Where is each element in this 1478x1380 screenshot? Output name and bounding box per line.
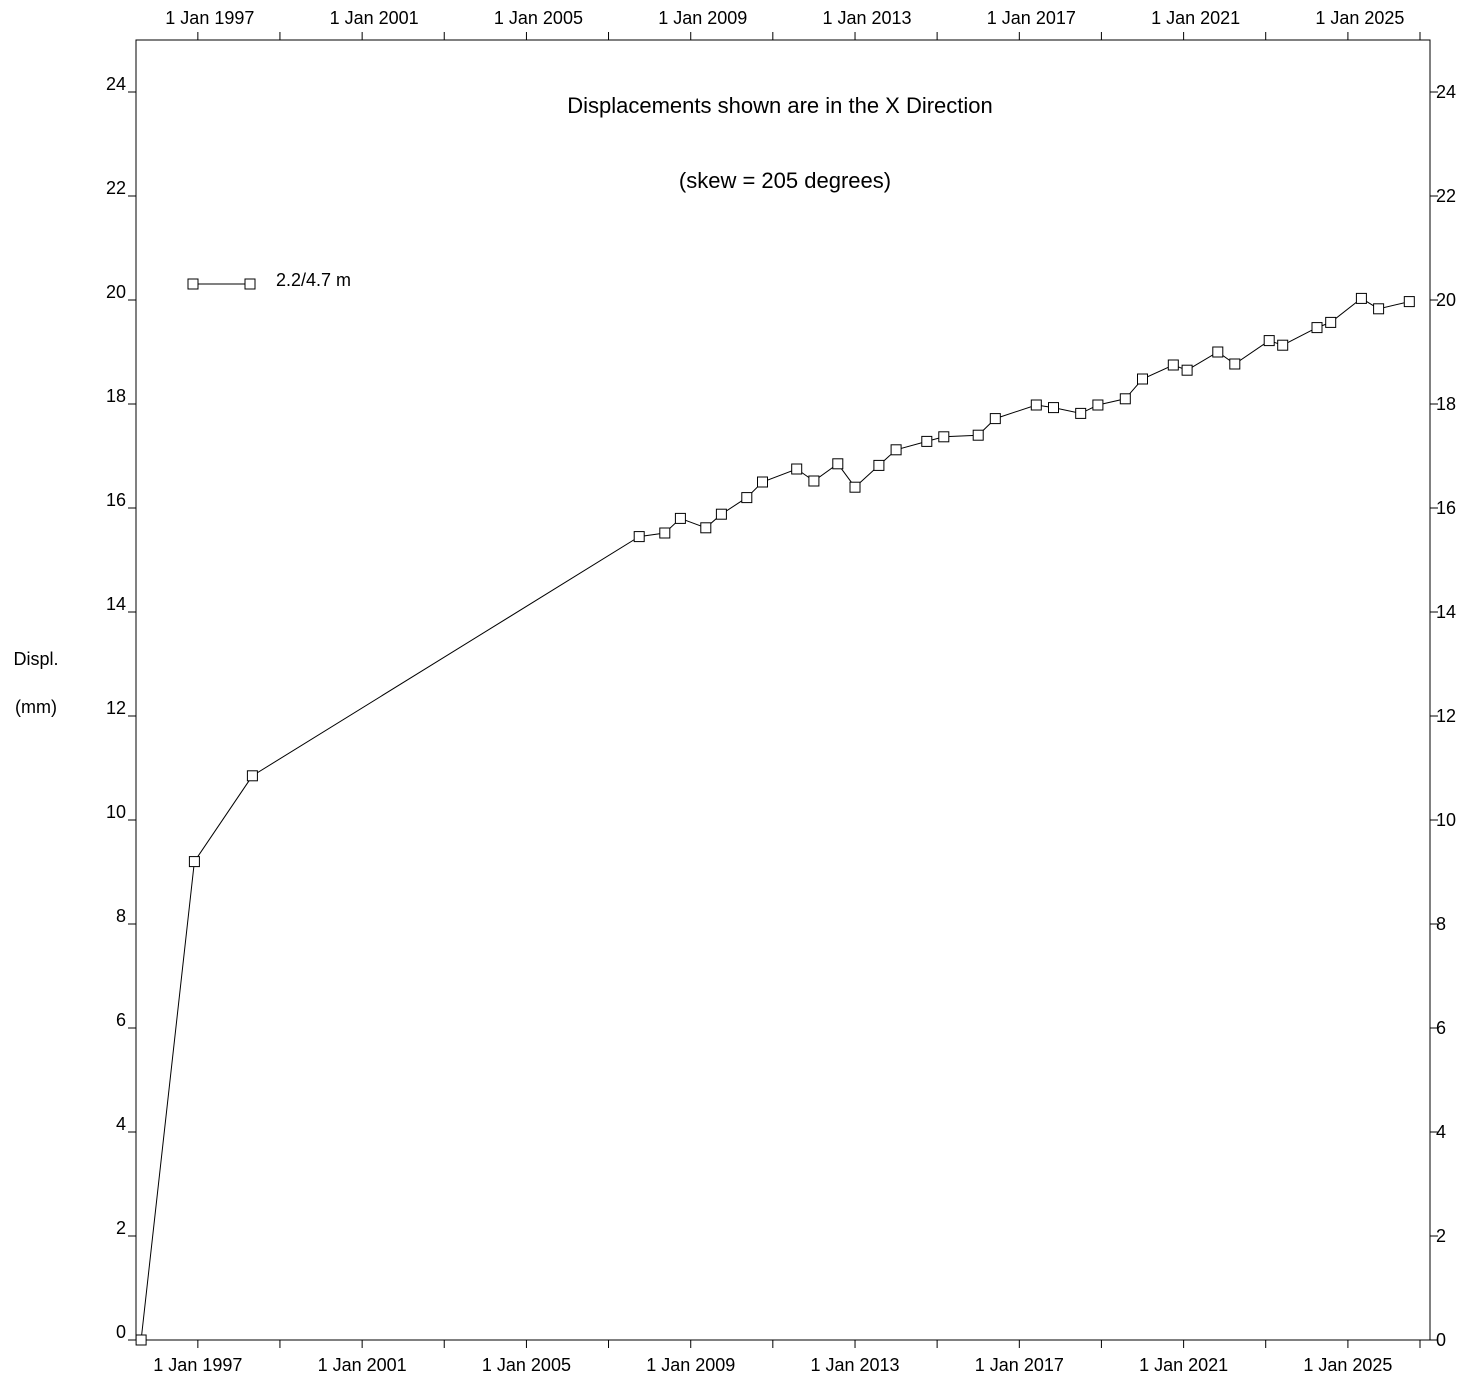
- y-tick-label-left: 24: [106, 74, 126, 94]
- y-tick-label-left: 8: [116, 906, 126, 926]
- x-tick-label-bottom: 1 Jan 2021: [1139, 1355, 1228, 1375]
- y-tick-label-right: 20: [1436, 290, 1456, 310]
- data-point: [1030, 399, 1042, 411]
- data-point: [1311, 322, 1323, 334]
- data-point: [873, 459, 885, 471]
- data-point: [1119, 393, 1131, 405]
- data-point: [1092, 399, 1104, 411]
- data-point: [890, 444, 902, 456]
- data-point: [1355, 292, 1367, 304]
- x-tick-label-bottom: 1 Jan 2009: [646, 1355, 735, 1375]
- x-tick-label-bottom: 1 Jan 1997: [153, 1355, 242, 1375]
- y-tick-label-right: 12: [1436, 706, 1456, 726]
- x-tick-label-top: 1 Jan 2001: [330, 8, 419, 28]
- data-point: [921, 435, 933, 447]
- data-point: [700, 522, 712, 534]
- data-point: [1167, 359, 1179, 371]
- y-tick-label-left: 2: [116, 1218, 126, 1238]
- x-tick-label-bottom: 1 Jan 2005: [482, 1355, 571, 1375]
- data-point: [674, 512, 686, 524]
- y-tick-label-right: 24: [1436, 82, 1456, 102]
- data-point: [849, 481, 861, 493]
- data-point: [1373, 303, 1385, 315]
- data-point: [135, 1334, 147, 1346]
- data-point: [741, 492, 753, 504]
- data-point: [1325, 316, 1337, 328]
- data-point: [1181, 364, 1193, 376]
- y-tick-label-right: 0: [1436, 1330, 1446, 1350]
- y-tick-label-right: 16: [1436, 498, 1456, 518]
- y-tick-label-right: 22: [1436, 186, 1456, 206]
- legend-marker-left: [187, 278, 199, 290]
- y-tick-label-left: 18: [106, 386, 126, 406]
- y-tick-label-left: 14: [106, 594, 126, 614]
- legend-label: 2.2/4.7 m: [276, 270, 351, 290]
- data-point: [791, 463, 803, 475]
- data-point: [633, 531, 645, 543]
- chart-subtitle: (skew = 205 degrees): [679, 168, 891, 193]
- data-point: [832, 458, 844, 470]
- x-tick-label-top: 1 Jan 2017: [987, 8, 1076, 28]
- data-point: [1229, 358, 1241, 370]
- y-axis-label-line2: (mm): [15, 697, 57, 717]
- y-tick-label-left: 12: [106, 698, 126, 718]
- y-tick-label-left: 6: [116, 1010, 126, 1030]
- x-tick-label-bottom: 1 Jan 2001: [318, 1355, 407, 1375]
- data-point: [1048, 402, 1059, 414]
- data-point: [808, 475, 820, 487]
- plot-frame: [135, 39, 1431, 1341]
- y-axis-label-line1: Displ.: [13, 649, 58, 669]
- y-tick-label-left: 10: [106, 802, 126, 822]
- data-point: [757, 476, 768, 488]
- y-tick-label-right: 18: [1436, 394, 1456, 414]
- y-tick-label-left: 4: [116, 1114, 126, 1134]
- chart-title: Displacements shown are in the X Directi…: [567, 93, 993, 118]
- y-tick-label-left: 16: [106, 490, 126, 510]
- data-point: [1263, 335, 1275, 347]
- x-tick-label-bottom: 1 Jan 2025: [1303, 1355, 1392, 1375]
- y-tick-label-right: 8: [1436, 914, 1446, 934]
- x-tick-label-top: 1 Jan 2021: [1151, 8, 1240, 28]
- series-line: [140, 297, 1410, 1341]
- data-point: [659, 527, 671, 539]
- x-tick-label-top: 1 Jan 1997: [165, 8, 254, 28]
- data-point: [1212, 346, 1224, 358]
- series-layer: [135, 292, 1415, 1346]
- data-point: [938, 431, 950, 443]
- x-tick-label-top: 1 Jan 2005: [494, 8, 583, 28]
- data-point: [1075, 407, 1087, 419]
- y-tick-label-right: 6: [1436, 1018, 1446, 1038]
- data-point: [1137, 373, 1148, 385]
- y-tick-label-left: 0: [116, 1322, 126, 1342]
- x-tick-label-bottom: 1 Jan 2017: [975, 1355, 1064, 1375]
- data-point: [715, 508, 727, 520]
- y-tick-label-right: 4: [1436, 1122, 1446, 1142]
- legend: 2.2/4.7 m: [187, 270, 351, 290]
- x-tick-label-top: 1 Jan 2009: [658, 8, 747, 28]
- data-point: [989, 413, 1001, 425]
- y-tick-label-left: 20: [106, 282, 126, 302]
- y-tick-label-right: 2: [1436, 1226, 1446, 1246]
- data-point: [1403, 296, 1415, 308]
- x-tick-label-top: 1 Jan 2013: [822, 8, 911, 28]
- data-point: [972, 429, 984, 441]
- x-tick-label-top: 1 Jan 2025: [1315, 8, 1404, 28]
- data-point: [246, 770, 258, 782]
- data-point: [1277, 339, 1289, 351]
- y-tick-label-left: 22: [106, 178, 126, 198]
- x-tick-label-bottom: 1 Jan 2013: [810, 1355, 899, 1375]
- data-point: [188, 856, 200, 868]
- legend-marker-right: [244, 278, 256, 290]
- y-tick-label-right: 10: [1436, 810, 1456, 830]
- y-tick-label-right: 14: [1436, 602, 1456, 622]
